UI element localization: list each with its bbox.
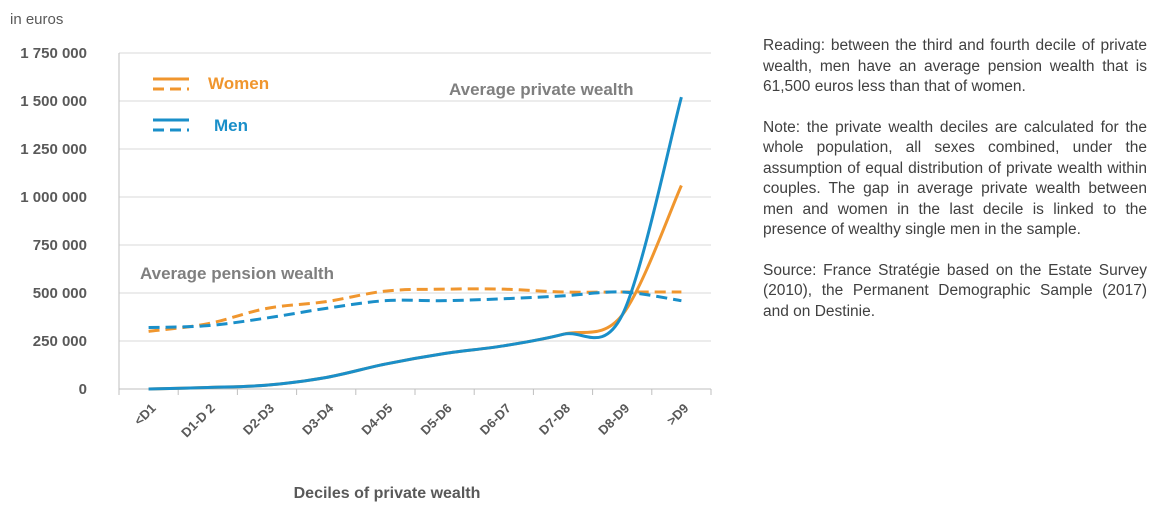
y-unit-label: in euros: [10, 11, 63, 28]
annotation-pension-wealth: Average pension wealth: [140, 264, 334, 283]
gridlines: [119, 52, 711, 342]
x-tick-label: <D1: [131, 401, 159, 429]
legend-women-label: Women: [208, 74, 269, 93]
methodology-note: Note: the private wealth deciles are cal…: [763, 118, 1147, 239]
y-axis-ticks: 0 250 000 500 000 750 000 1 000 000 1 250 000…: [20, 45, 120, 398]
annotation-private-wealth: Average private wealth: [449, 80, 634, 99]
legend: Women Men: [153, 74, 269, 135]
y-tick-label: 1 750 000: [20, 45, 87, 62]
x-tick-label: D7-D8: [536, 401, 573, 438]
men-private-wealth-line: [148, 96, 683, 391]
x-axis: <D1 D1-D 2 D2-D3 D3-D4 D4-D5 D5-D6 D6-D7 D7-D8 D…: [118, 388, 712, 441]
women-pension-wealth-line: [148, 287, 682, 333]
y-tick-label: 1 500 000: [20, 93, 87, 110]
y-tick-label: 500 000: [33, 285, 87, 302]
x-tick-label: D2-D3: [240, 401, 277, 438]
y-tick-label: 250 000: [33, 333, 87, 350]
x-tick-label: >D9: [664, 401, 692, 429]
x-tick-label: D6-D7: [477, 401, 514, 438]
series-lines: [148, 96, 683, 391]
x-tick-label: D8-D9: [595, 401, 632, 438]
y-tick-label: 750 000: [33, 237, 87, 254]
x-axis-title: Deciles of private wealth: [294, 485, 481, 502]
reading-note: Reading: between the third and fourth de…: [763, 37, 1147, 95]
y-tick-label: 0: [79, 381, 87, 398]
y-tick-label: 1 000 000: [20, 189, 87, 206]
notes-panel: Reading: between the third and fourth de…: [763, 36, 1147, 342]
x-tick-label: D5-D6: [418, 401, 455, 438]
x-tick-label: D3-D4: [299, 400, 337, 438]
y-tick-label: 1 250 000: [20, 141, 87, 158]
men-pension-wealth-line: [148, 290, 682, 330]
chart: in euros 0 250 000 500 000 750 000 1 000 000…: [10, 11, 712, 502]
x-tick-label: D1-D 2: [178, 401, 218, 441]
legend-men-label: Men: [214, 116, 248, 135]
x-tick-label: D4-D5: [358, 401, 395, 438]
source-note: Source: France Stratégie based on the Es…: [763, 261, 1147, 320]
